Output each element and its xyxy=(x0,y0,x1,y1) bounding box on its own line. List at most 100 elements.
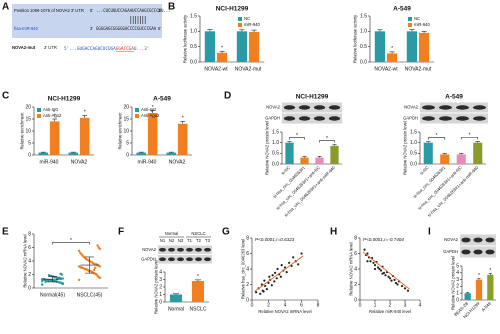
bar xyxy=(374,31,386,62)
data-point xyxy=(366,252,369,255)
y-axis-label: Relative luciferase activity xyxy=(353,14,358,63)
y-tick-label: 4 xyxy=(28,258,31,264)
data-point xyxy=(373,264,377,267)
y-tick-label: 0 xyxy=(354,297,357,303)
blot-band xyxy=(313,105,326,110)
y-tick-label: 2 xyxy=(456,284,459,290)
significance: * xyxy=(197,274,199,280)
x-tick-label: NOVA2-wt xyxy=(204,66,228,72)
y-tick-label: 0.5 xyxy=(360,44,367,50)
y-tick-label: 1.0 xyxy=(410,140,417,146)
data-point xyxy=(406,289,410,292)
x-tick-label: Normal xyxy=(168,306,184,312)
bar xyxy=(473,142,483,164)
blot-band xyxy=(439,105,452,110)
data-point xyxy=(280,264,283,267)
data-point xyxy=(255,291,258,294)
x-tick-label: NOVA2-mut xyxy=(405,66,432,72)
blot-band xyxy=(456,105,469,110)
blot-row-label: GAPDH xyxy=(265,116,280,121)
panel-label: E xyxy=(2,227,9,238)
y-tick-label: 4 xyxy=(246,266,249,272)
legend-label: Anti-IgG xyxy=(43,107,58,112)
y-tick-label: 1.5 xyxy=(190,13,197,19)
x-tick-label: NSCLC(45) xyxy=(77,292,103,298)
x-tick-label: 6 xyxy=(300,302,303,308)
y-tick-label: 0 xyxy=(28,285,31,291)
data-point xyxy=(44,280,47,284)
y-tick-label: 15 xyxy=(123,116,129,122)
data-point xyxy=(40,283,44,286)
y-tick-label: 5 xyxy=(456,263,459,269)
legend-swatch xyxy=(37,108,41,112)
x-tick-label: 8 xyxy=(317,302,320,308)
data-point xyxy=(297,263,300,266)
blot-band xyxy=(283,116,296,121)
x-tick-label: 2 xyxy=(389,302,392,308)
panel-label: F xyxy=(118,227,124,238)
y-tick-label: 4 xyxy=(159,269,162,275)
y-tick-label: 1.0 xyxy=(360,29,367,35)
data-point xyxy=(372,261,375,264)
bar xyxy=(204,31,216,62)
blot-group-label: Normal xyxy=(165,231,179,236)
x-tick-label: NOVA2 xyxy=(169,159,186,165)
y-axis-label: Relative hsa_circ_0046263 level xyxy=(240,239,245,299)
sequence-box xyxy=(12,4,162,38)
data-point xyxy=(290,264,293,267)
bar xyxy=(423,142,433,164)
data-point xyxy=(300,252,303,255)
data-point xyxy=(384,274,387,277)
blot-band xyxy=(456,116,469,121)
blot-band xyxy=(195,257,202,262)
bar xyxy=(330,145,339,164)
data-point xyxy=(259,292,262,295)
y-tick-label: 8 xyxy=(354,235,357,241)
data-point xyxy=(77,265,81,268)
data-point xyxy=(271,274,274,277)
bar xyxy=(191,281,205,302)
sequence-part: 5'...GUGACCAGUCUCUGA xyxy=(64,46,116,52)
significance-bracket xyxy=(427,137,446,140)
blot-band xyxy=(177,257,184,262)
y-axis-label: Relative NOVA2 protein level xyxy=(403,121,408,175)
data-point xyxy=(47,273,51,277)
y-axis-label: Relative NOVA2 protein level xyxy=(450,256,455,310)
sequence-end: 5' xyxy=(158,26,161,31)
y-tick-label: 0.5 xyxy=(272,151,279,157)
legend-label: miR-940 xyxy=(244,22,260,27)
data-point xyxy=(267,281,270,285)
y-axis-label: Relative NOVA2 mRNA level xyxy=(348,242,353,295)
y-tick-label: 6 xyxy=(246,251,249,257)
significance-bracket xyxy=(52,242,90,245)
blot-band xyxy=(204,257,211,262)
blot-strip xyxy=(158,245,212,254)
blot-row-label: NOVA2 xyxy=(142,247,157,252)
legend-swatch xyxy=(408,17,412,21)
data-point xyxy=(276,267,279,271)
bar xyxy=(236,31,248,62)
y-tick-label: 1.0 xyxy=(190,29,197,35)
blot-band xyxy=(473,116,486,121)
data-point xyxy=(275,277,278,280)
significance: * xyxy=(221,46,223,52)
y-tick-label: 6 xyxy=(354,251,357,257)
bar xyxy=(169,294,183,302)
bar xyxy=(456,154,466,164)
y-tick-label: 1 xyxy=(159,292,162,298)
x-tick-label: 2 xyxy=(267,302,270,308)
x-tick-label: 0 xyxy=(251,302,254,308)
x-tick-label: si-NC xyxy=(419,165,430,176)
y-tick-label: 0.0 xyxy=(190,59,197,65)
significance: * xyxy=(489,268,491,274)
blot-band xyxy=(298,116,311,121)
data-point xyxy=(96,244,99,247)
y-tick-label: 20 xyxy=(123,104,129,110)
data-point xyxy=(283,266,287,269)
significance-bracket xyxy=(319,140,335,143)
y-tick-label: 1.5 xyxy=(410,129,417,135)
blot-band xyxy=(283,105,296,110)
bar xyxy=(248,31,260,62)
significance: * xyxy=(84,110,86,116)
y-tick-label: 1 xyxy=(456,291,459,297)
